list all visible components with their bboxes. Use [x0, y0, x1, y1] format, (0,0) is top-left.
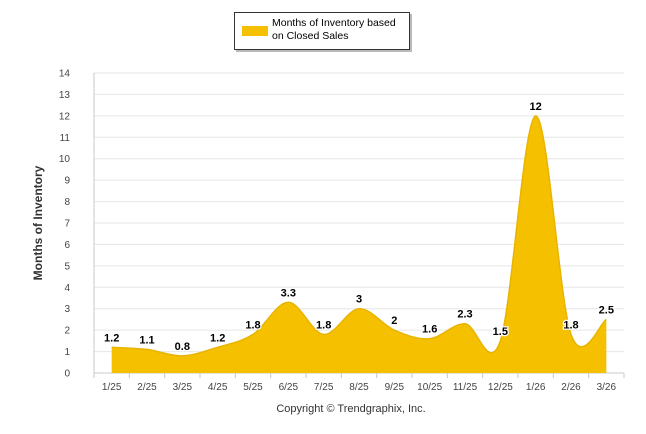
data-label: 3.3	[281, 287, 296, 299]
y-tick-label: 14	[59, 69, 71, 80]
x-tick-label: 10/25	[417, 382, 442, 393]
x-tick-label: 1/26	[526, 382, 546, 393]
x-tick-label: 5/25	[243, 382, 263, 393]
data-label: 1.1	[139, 334, 154, 346]
data-labels: 1.2 1.1 0.8 1.2 1.8 3.3 1.8 3 2 1.6 2.3 1.5 12 1.8 2.5	[103, 100, 615, 355]
y-tick-label: 1	[64, 347, 70, 358]
data-label: 2	[391, 315, 397, 327]
y-tick-label: 0	[64, 369, 70, 380]
y-tick-label: 7	[64, 219, 70, 230]
x-tick-label: 2/26	[561, 382, 581, 393]
y-tick-label: 3	[64, 304, 70, 315]
data-label: 2.3	[457, 309, 472, 321]
series-area	[111, 115, 607, 373]
series-line	[111, 115, 607, 357]
y-tick-label: 5	[64, 261, 70, 272]
y-tick-label: 2	[64, 326, 70, 337]
data-label: 0.8	[175, 341, 190, 353]
y-tick-label: 8	[64, 197, 70, 208]
x-tick-label: 3/26	[597, 382, 617, 393]
copyright-footer: Copyright © Trendgraphix, Inc.	[276, 403, 426, 415]
y-tick-label: 9	[64, 176, 70, 187]
data-label: 1.8	[245, 319, 260, 331]
data-label: 1.8	[316, 319, 331, 331]
legend: Months of Inventory based on Closed Sale…	[234, 12, 410, 50]
gridlines	[94, 72, 624, 353]
data-label: 1.6	[422, 324, 437, 336]
data-label: 12	[530, 101, 542, 113]
data-label: 1.2	[104, 332, 119, 344]
x-tick-label: 7/25	[314, 382, 334, 393]
x-tick-label: 8/25	[349, 382, 369, 393]
y-tick-label: 6	[64, 240, 70, 251]
y-tick-label: 12	[59, 111, 71, 122]
series-area-group	[111, 115, 607, 373]
legend-label: Months of Inventory based on Closed Sale…	[272, 17, 396, 42]
x-tick-label: 11/25	[453, 382, 478, 393]
data-label: 1.5	[493, 326, 508, 338]
x-tick-labels: 1/25 2/25 3/25 4/25 5/25 6/25 7/25 8/25 9/25 10/2…	[102, 382, 617, 393]
y-tick-label: 10	[59, 154, 71, 165]
data-label: 1.8	[563, 319, 578, 331]
data-label: 2.5	[599, 304, 614, 316]
x-tick-label: 9/25	[385, 382, 405, 393]
x-tick-label: 6/25	[279, 382, 299, 393]
x-tick-label: 12/25	[488, 382, 513, 393]
y-axis-title: Months of Inventory	[31, 165, 45, 281]
x-tick-label: 3/25	[173, 382, 193, 393]
legend-swatch	[242, 26, 268, 36]
x-tick-label: 1/25	[102, 382, 122, 393]
data-label: 3	[356, 294, 362, 306]
y-tick-label: 4	[64, 283, 70, 294]
x-tick-label: 4/25	[208, 382, 228, 393]
x-tick-label: 2/25	[137, 382, 157, 393]
y-tick-label: 13	[59, 90, 71, 101]
data-label: 1.2	[210, 332, 225, 344]
y-tick-label: 11	[60, 133, 71, 144]
